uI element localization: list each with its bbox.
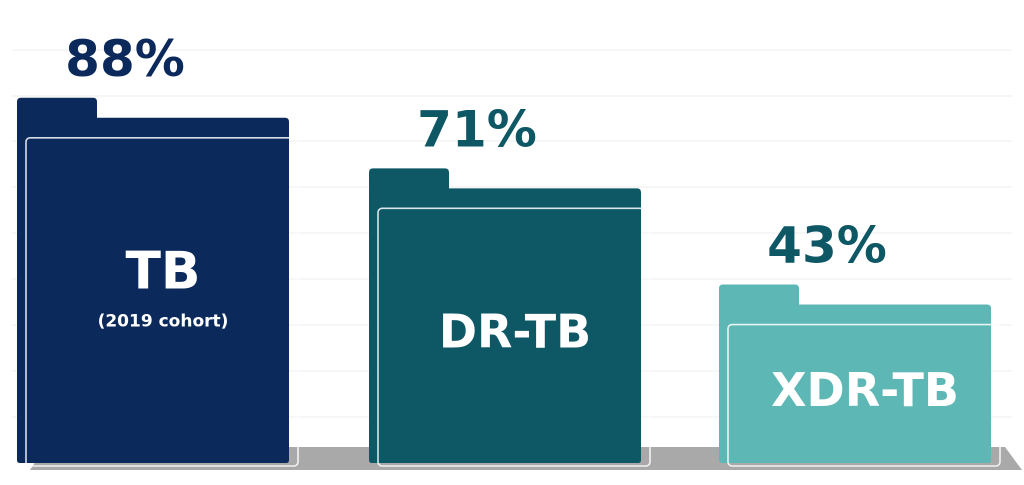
category-note-tb: (2019 cohort) [98, 311, 229, 331]
value-label-tb: 88% [65, 30, 185, 88]
category-label-tb: TB [125, 241, 200, 301]
bar-xdr-tb-paper-outline [727, 323, 1001, 467]
bar-dr-tb-paper-outline [377, 207, 651, 467]
bar-tb-paper-outline [25, 137, 299, 467]
value-label-dr-tb: 71% [417, 100, 537, 158]
bars [17, 97, 1001, 467]
labels: 88% TB (2019 cohort) 71% DR-TB 43% XDR-TB [65, 30, 959, 417]
category-label-dr-tb: DR-TB [439, 305, 591, 359]
category-label-xdr-tb: XDR-TB [771, 363, 959, 417]
bar-tb [17, 97, 289, 464]
bar-xdr-tb [719, 284, 991, 463]
bar-dr-tb [369, 168, 641, 463]
value-label-xdr-tb: 43% [767, 217, 887, 275]
